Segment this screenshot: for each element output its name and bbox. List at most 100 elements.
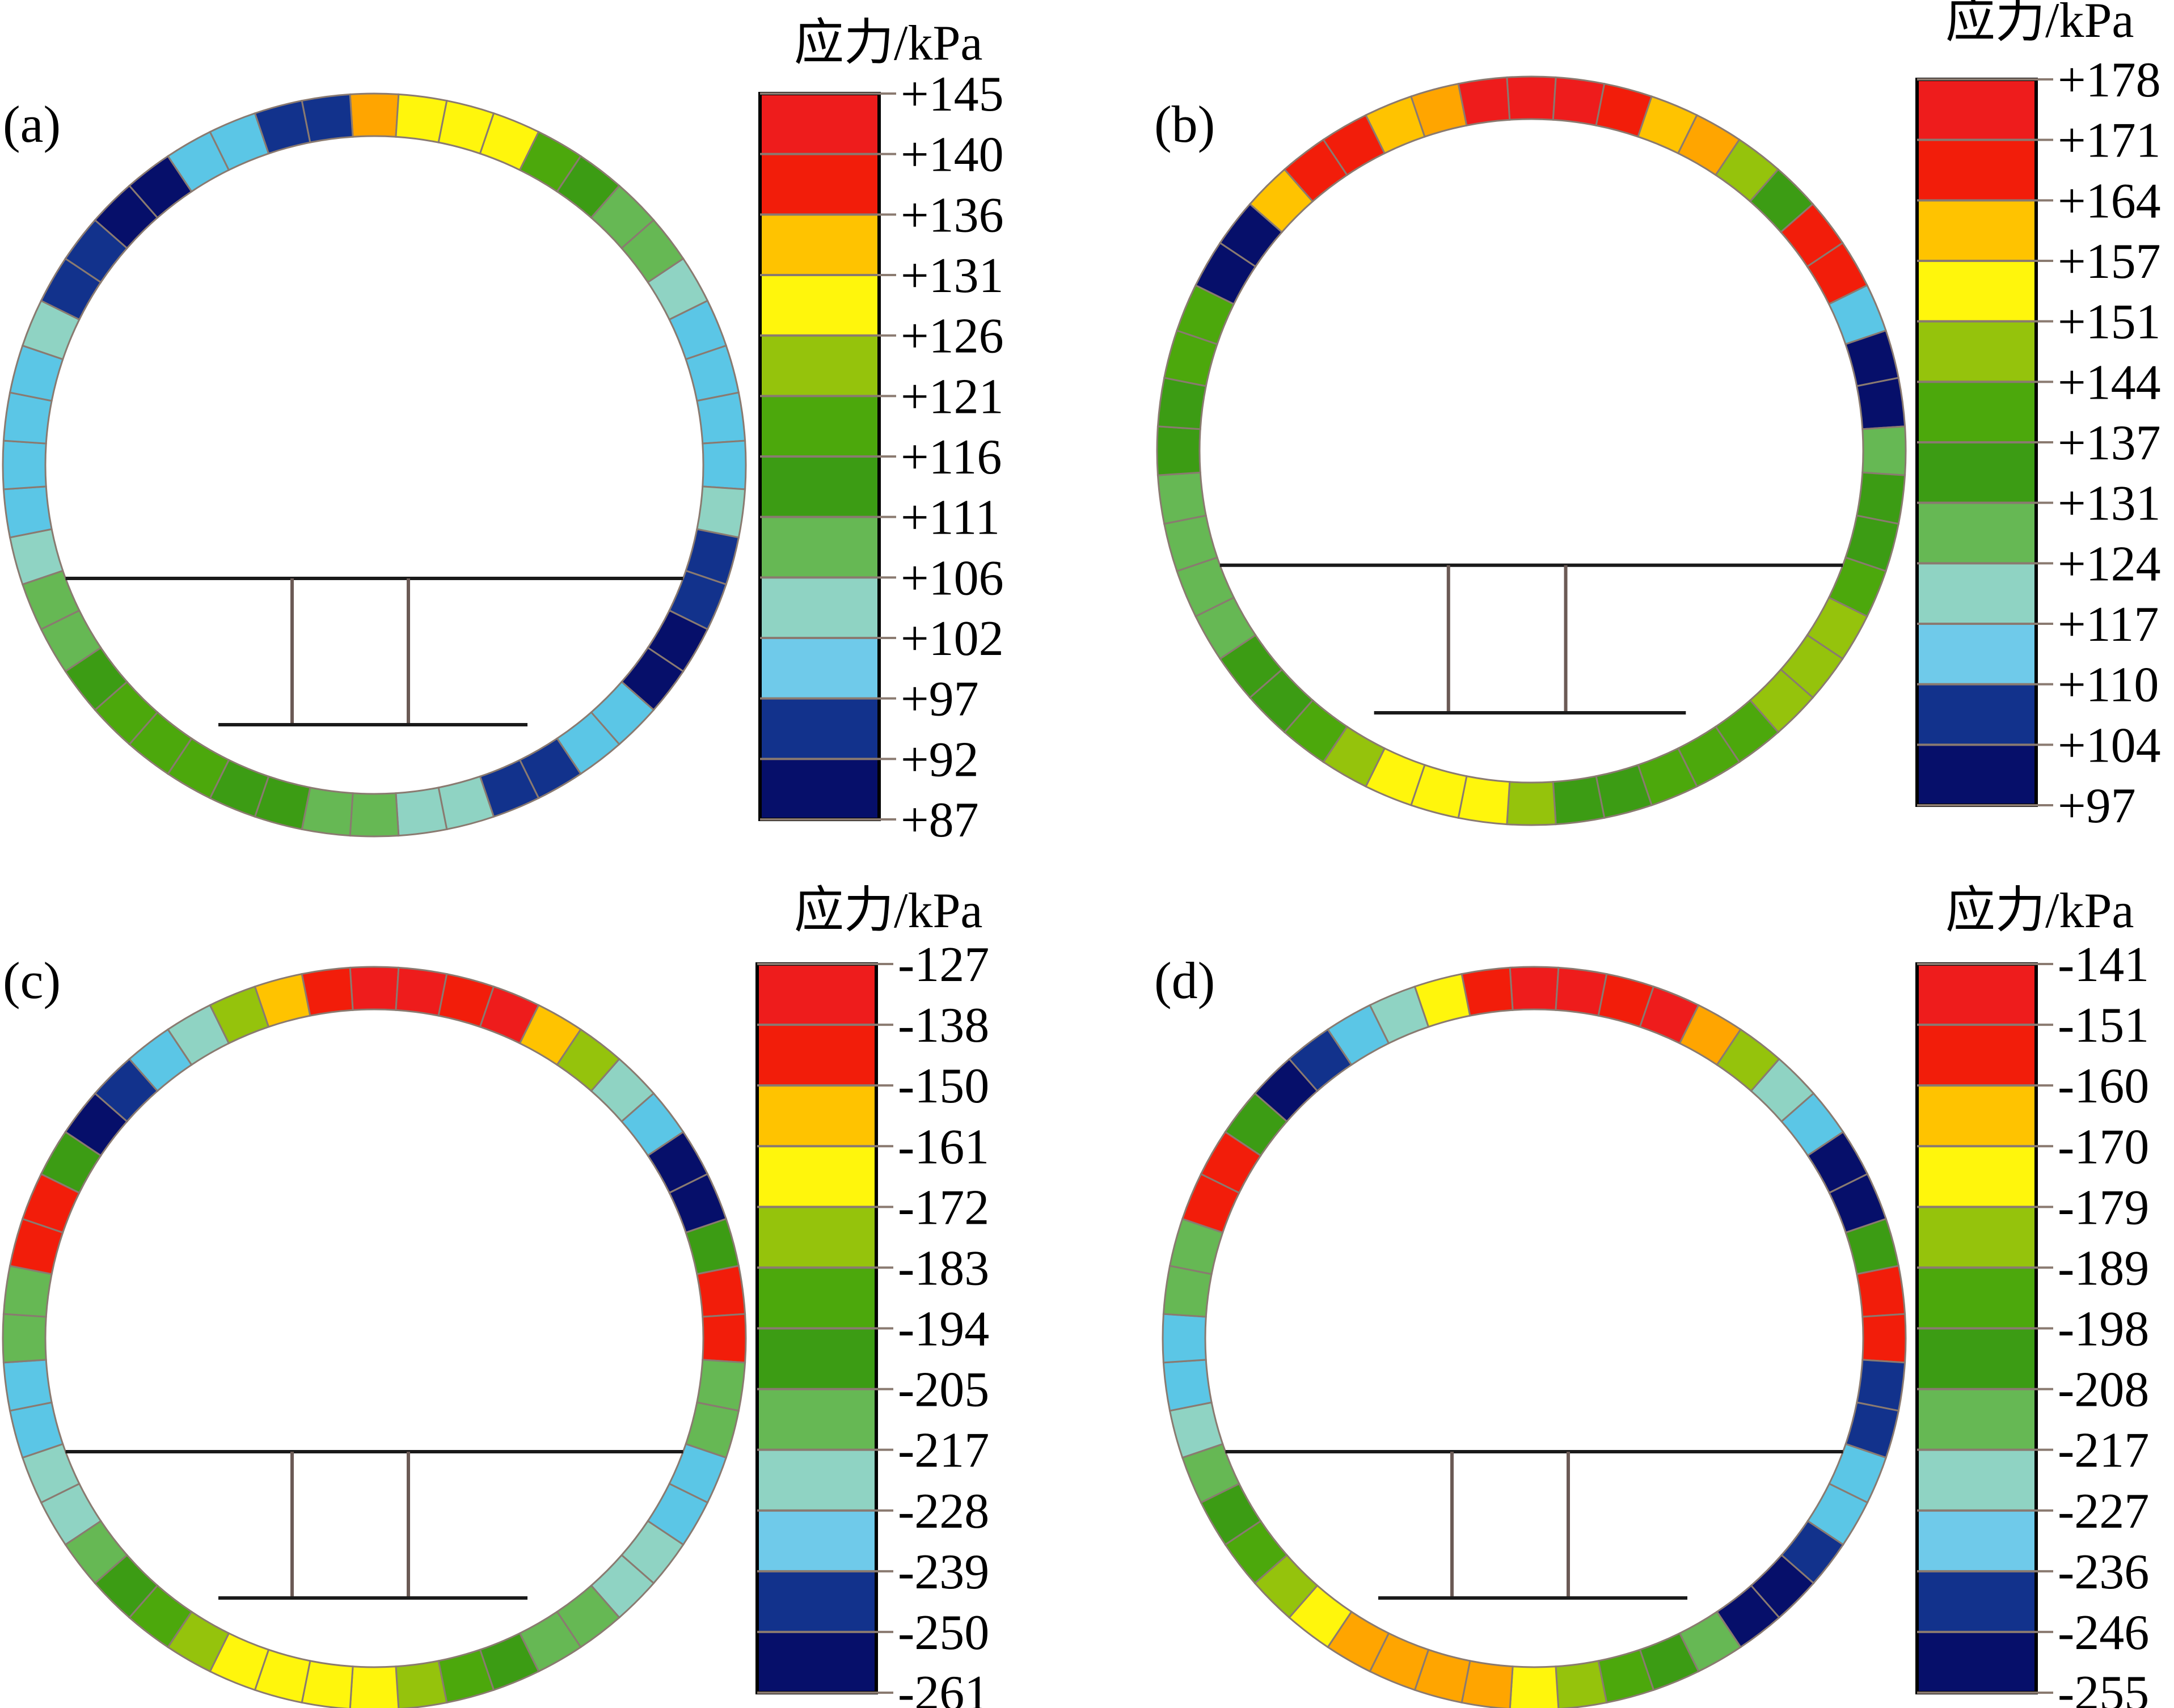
- legend-band: [760, 154, 879, 215]
- legend-band: [757, 1146, 876, 1208]
- legend-tick-label: +102: [901, 611, 1004, 666]
- legend-band: [760, 396, 879, 457]
- legend-band: [1917, 1207, 2036, 1269]
- legend-tick-label: -172: [898, 1180, 989, 1235]
- legend-band: [760, 335, 879, 397]
- legend-tick-label: -141: [2058, 937, 2149, 992]
- lining-segment: [1457, 76, 1511, 127]
- legend-tick-label: +110: [2058, 658, 2159, 713]
- legend-band: [1917, 1571, 2036, 1633]
- legend-tick-label: -194: [898, 1302, 989, 1357]
- legend-band: [1917, 502, 2036, 564]
- legend-tick-label: -217: [898, 1423, 989, 1478]
- legend-band: [757, 1085, 876, 1147]
- legend-tick-label: +92: [901, 732, 979, 787]
- legend-band: [760, 638, 879, 699]
- legend-band: [757, 1267, 876, 1329]
- lining-segment: [349, 966, 400, 1011]
- legend-tick-label: +121: [901, 369, 1004, 424]
- legend-band: [757, 964, 876, 1026]
- lining-segment: [1509, 1665, 1560, 1708]
- legend-band: [1917, 1449, 2036, 1511]
- legend-band: [1917, 1510, 2036, 1572]
- legend-tick-label: -161: [898, 1119, 989, 1174]
- legend-band: [1917, 1631, 2036, 1693]
- lining-segment: [301, 966, 354, 1017]
- legend-band: [760, 759, 879, 820]
- lining-segment: [1506, 75, 1557, 121]
- legend-tick-label: -205: [898, 1363, 989, 1418]
- legend-band: [1917, 1025, 2036, 1086]
- legend-band: [760, 275, 879, 336]
- legend-tick-label: -160: [2058, 1059, 2149, 1114]
- panel-label: (a): [3, 95, 61, 153]
- legend-title: 应力/kPa: [794, 883, 982, 938]
- legend-band: [1917, 382, 2036, 443]
- panel-c: (c) 应力/kPa-127 -138 -150-161 -172 -183 -194 -20…: [2, 883, 989, 1708]
- lining-segment: [2, 1359, 53, 1412]
- legend-tick-label: +145: [901, 67, 1004, 122]
- legend-band: [760, 456, 879, 518]
- lining-segment: [349, 792, 400, 838]
- legend-band: [1917, 139, 2036, 201]
- lining-segment: [349, 1665, 400, 1708]
- legend-tick-label: +104: [2058, 718, 2161, 773]
- legend-tick-label: +144: [2058, 355, 2161, 410]
- legend-tick-label: -228: [898, 1484, 989, 1539]
- legend-tick-label: -246: [2058, 1605, 2149, 1660]
- legend-band: [1917, 442, 2036, 504]
- legend-tick-label: -198: [2058, 1302, 2149, 1357]
- lining-segment: [696, 391, 746, 445]
- legend-band: [1917, 1085, 2036, 1147]
- legend-tick-label: -250: [898, 1605, 989, 1660]
- lining-segment: [2, 1313, 47, 1364]
- legend-tick-label: +157: [2058, 234, 2161, 289]
- lining-segment: [1156, 425, 1201, 476]
- legend-tick-label: -217: [2058, 1423, 2149, 1478]
- panel-label: (c): [3, 952, 61, 1009]
- legend-tick-label: +131: [901, 248, 1004, 303]
- lining-segment: [702, 1313, 747, 1364]
- legend-band: [1917, 261, 2036, 322]
- legend-tick-label: +136: [901, 188, 1004, 243]
- lining-segment: [1156, 471, 1208, 525]
- legend-tick-label: -179: [2058, 1180, 2149, 1235]
- legend-title: 应力/kPa: [794, 16, 982, 71]
- panel-a: (a) 应力/kPa+145 +140+136+131 +126+121 +116 +11…: [2, 16, 1004, 848]
- legend-tick-label: -127: [898, 937, 989, 992]
- panel-b: (b) 应力/kPa +178+171 +164+157 +151+144 +137+13…: [1154, 0, 2161, 834]
- legend-tick-label: -261: [898, 1666, 989, 1708]
- legend-band: [1917, 321, 2036, 383]
- lining-segment: [1509, 966, 1560, 1011]
- lining-segment: [349, 92, 400, 138]
- lining-segment: [696, 1265, 746, 1318]
- legend-tick-label: -150: [898, 1059, 989, 1114]
- panel-label: (b): [1154, 95, 1215, 153]
- legend-tick-label: +140: [901, 128, 1004, 183]
- lining-segment: [1856, 1265, 1906, 1318]
- legend-band: [757, 1207, 876, 1269]
- legend-title: 应力/kPa: [1945, 0, 2134, 48]
- legend-band: [757, 1631, 876, 1693]
- legend-tick-label: -255: [2058, 1666, 2149, 1708]
- legend-tick-label: +126: [901, 309, 1004, 364]
- legend-band: [757, 1389, 876, 1451]
- legend-band: [1917, 964, 2036, 1026]
- legend-band: [757, 1449, 876, 1511]
- legend-tick-label: -239: [898, 1545, 989, 1600]
- legend-tick-label: +164: [2058, 174, 2161, 229]
- legend-band: [760, 698, 879, 760]
- legend-band: [1917, 79, 2036, 141]
- legend-tick-label: -151: [2058, 998, 2149, 1053]
- legend-band: [757, 1571, 876, 1633]
- legend-tick-label: +87: [901, 793, 979, 848]
- legend-tick-label: +171: [2058, 113, 2161, 168]
- legend-tick-label: +111: [901, 491, 1000, 546]
- legend-tick-label: +116: [901, 430, 1002, 485]
- legend-tick-label: -189: [2058, 1241, 2149, 1296]
- legend-band: [1917, 1328, 2036, 1390]
- lining-segment: [1506, 781, 1557, 826]
- legend-band: [757, 1328, 876, 1390]
- legend-tick-label: -138: [898, 998, 989, 1053]
- legend-title: 应力/kPa: [1945, 883, 2134, 938]
